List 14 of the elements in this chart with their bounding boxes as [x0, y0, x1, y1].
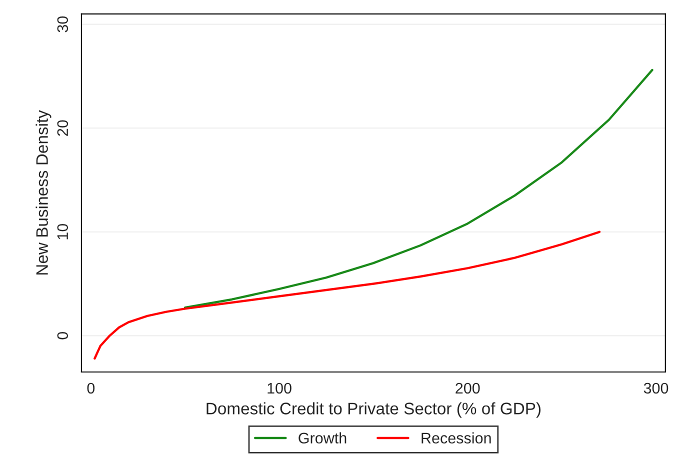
x-tick-label: 300 [644, 382, 668, 394]
legend-label: Recession [422, 432, 491, 444]
x-tick-label: 0 [87, 382, 95, 394]
x-axis-title: Domestic Credit to Private Sector (% of GDP) [206, 402, 541, 418]
x-tick-label: 100 [268, 382, 292, 394]
y-tick-label: 20 [57, 120, 68, 136]
y-axis-title: New Business Density [36, 110, 52, 275]
y-tick-label: 30 [57, 16, 68, 32]
x-tick-label: 200 [456, 382, 480, 394]
line-series [184, 68, 654, 309]
line-series [94, 230, 601, 360]
y-tick-label: 0 [57, 332, 68, 340]
legend-label: Growth [298, 432, 346, 444]
y-tick-label: 10 [57, 224, 68, 240]
